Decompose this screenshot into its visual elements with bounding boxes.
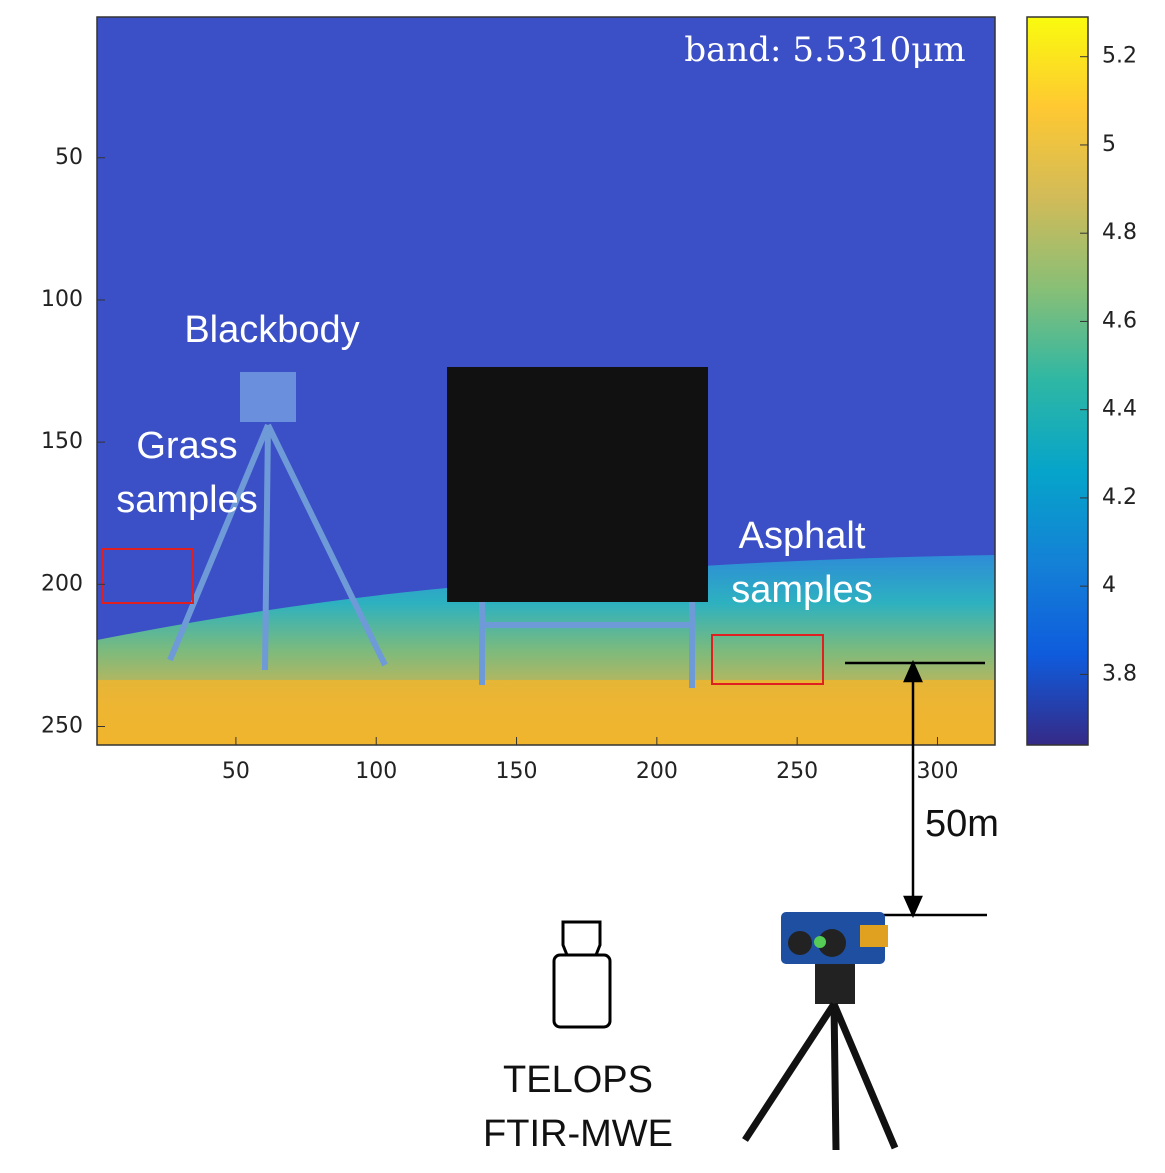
distance-marker	[845, 659, 987, 919]
colorbar-tick-label: 3.8	[1102, 661, 1137, 686]
band-annotation: band: 5.5310μm	[684, 30, 965, 70]
y-tick-label: 50	[55, 145, 83, 170]
y-tick-label: 200	[41, 571, 83, 596]
colorbar-tick-label: 4.2	[1102, 485, 1137, 510]
colorbar-tick-label: 5.2	[1102, 44, 1137, 69]
asphalt-label: Asphalt	[739, 515, 866, 557]
camera-photo	[742, 912, 899, 1151]
instrument-label: TELOPS	[503, 1059, 653, 1101]
x-tick-label: 200	[636, 759, 678, 784]
x-tick-label: 150	[496, 759, 538, 784]
asphalt-label: samples	[731, 569, 873, 611]
instrument-icon	[552, 920, 612, 1029]
colorbar-tick-label: 4.8	[1102, 220, 1137, 245]
y-tick-label: 150	[41, 429, 83, 454]
x-tick-label: 250	[776, 759, 818, 784]
colorbar-tick-label: 4	[1102, 573, 1116, 598]
heatmap-image	[97, 17, 995, 745]
colorbar	[1026, 16, 1089, 746]
distance-label: 50m	[925, 803, 999, 845]
colorbar-tick-label: 5	[1102, 132, 1116, 157]
axes-frame	[96, 16, 996, 746]
colorbar-tick-label: 4.6	[1102, 308, 1137, 333]
instrument-label: FTIR-MWE	[483, 1113, 673, 1155]
x-tick-label: 50	[222, 759, 250, 784]
colorbar-tick-label: 4.4	[1102, 397, 1137, 422]
y-tick-label: 100	[41, 287, 83, 312]
y-tick-label: 250	[41, 714, 83, 739]
x-tick-label: 100	[355, 759, 397, 784]
grass-label: Grass	[136, 425, 237, 467]
blackbody-label: Blackbody	[184, 309, 359, 351]
grass-label: samples	[116, 479, 258, 521]
x-tick-label: 300	[916, 759, 958, 784]
